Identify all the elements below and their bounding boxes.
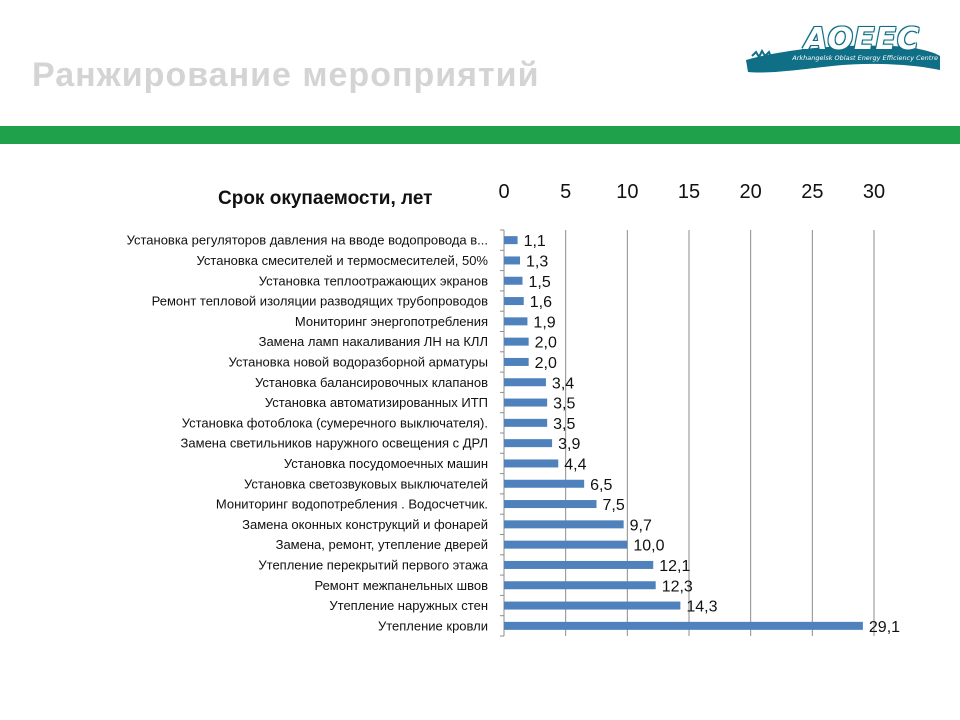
x-tick-label: 25 bbox=[801, 181, 823, 203]
category-label: Замена оконных конструкций и фонарей bbox=[242, 517, 488, 532]
value-label: 2,0 bbox=[535, 355, 557, 372]
value-label: 4,4 bbox=[564, 456, 586, 473]
value-label: 1,1 bbox=[524, 233, 546, 250]
category-label: Ремонт межпанельных швов bbox=[314, 578, 488, 593]
bar bbox=[504, 378, 546, 387]
x-tick-label: 15 bbox=[678, 181, 700, 203]
x-tick-label: 0 bbox=[498, 181, 509, 203]
value-label: 14,3 bbox=[686, 599, 717, 616]
category-label: Утепление перекрытий первого этажа bbox=[258, 557, 488, 572]
category-label: Ремонт тепловой изоляции разводящих труб… bbox=[152, 294, 488, 309]
bar bbox=[504, 459, 559, 468]
category-label: Установка балансировочных клапанов bbox=[255, 375, 488, 390]
bar bbox=[504, 418, 548, 427]
value-label: 3,4 bbox=[552, 375, 574, 392]
bar bbox=[504, 581, 656, 590]
bar bbox=[504, 337, 529, 346]
category-label: Установка регуляторов давления на вводе … bbox=[127, 233, 488, 248]
bar bbox=[504, 236, 518, 245]
x-tick-label: 5 bbox=[560, 181, 571, 203]
bar bbox=[504, 297, 524, 306]
header-band bbox=[0, 126, 960, 144]
bar bbox=[504, 256, 521, 265]
category-label: Замена светильников наружного освещения … bbox=[181, 436, 488, 451]
category-label: Установка теплоотражающих экранов bbox=[259, 273, 488, 288]
category-label: Мониторинг водопотребления . Водосчетчик… bbox=[216, 497, 488, 512]
value-label: 2,0 bbox=[535, 335, 557, 352]
category-label: Замена ламп накаливания ЛН на КЛЛ bbox=[259, 334, 488, 349]
logo-subtitle: Arkhangelsk Oblast Energy Efficiency Cen… bbox=[792, 54, 938, 62]
x-tick-label: 30 bbox=[863, 181, 885, 203]
category-label: Установка светозвуковых выключателей bbox=[244, 476, 488, 491]
x-tick-label: 20 bbox=[740, 181, 762, 203]
category-label: Утепление кровли bbox=[378, 618, 488, 633]
value-label: 1,3 bbox=[526, 253, 548, 270]
value-label: 3,9 bbox=[558, 436, 580, 453]
value-label: 12,1 bbox=[659, 558, 690, 575]
value-label: 3,5 bbox=[553, 396, 575, 413]
value-label: 10,0 bbox=[633, 538, 664, 555]
category-label: Установка автоматизированных ИТП bbox=[265, 395, 488, 410]
bar bbox=[504, 317, 528, 326]
bar bbox=[504, 520, 624, 529]
slide-title: Ранжирование мероприятий bbox=[32, 56, 540, 94]
bar bbox=[504, 357, 529, 366]
value-label: 7,5 bbox=[603, 497, 625, 514]
category-label: Установка новой водоразборной арматуры bbox=[228, 354, 488, 369]
value-label: 29,1 bbox=[869, 619, 900, 636]
bar bbox=[504, 439, 553, 448]
bar bbox=[504, 540, 628, 549]
bar bbox=[504, 500, 597, 509]
category-label: Установка смесителей и термосмесителей, … bbox=[197, 253, 489, 268]
value-label: 1,9 bbox=[533, 314, 555, 331]
value-label: 1,5 bbox=[529, 274, 551, 291]
x-tick-label: 10 bbox=[616, 181, 638, 203]
value-label: 12,3 bbox=[662, 578, 693, 595]
category-label: Утепление наружных стен bbox=[329, 598, 488, 613]
value-label: 1,6 bbox=[530, 294, 552, 311]
bar bbox=[504, 479, 585, 488]
aoeec-logo: AOEEC Arkhangelsk Oblast Energy Efficien… bbox=[742, 20, 942, 80]
category-label: Замена, ремонт, утепление дверей bbox=[276, 537, 488, 552]
bar bbox=[504, 276, 523, 285]
category-label: Мониторинг энергопотребления bbox=[295, 314, 488, 329]
bar bbox=[504, 398, 548, 407]
category-label: Установка посудомоечных машин bbox=[284, 456, 488, 471]
bar bbox=[504, 601, 681, 610]
value-label: 9,7 bbox=[630, 517, 652, 534]
chart-title: Срок окупаемости, лет bbox=[218, 188, 433, 209]
category-label: Установка фотоблока (сумеречного выключа… bbox=[182, 415, 488, 430]
value-label: 3,5 bbox=[553, 416, 575, 433]
bar bbox=[504, 621, 863, 630]
logo-wordmark: AOEEC bbox=[804, 22, 920, 57]
bar bbox=[504, 560, 654, 569]
value-label: 6,5 bbox=[590, 477, 612, 494]
logo-swoosh-icon bbox=[746, 45, 940, 73]
